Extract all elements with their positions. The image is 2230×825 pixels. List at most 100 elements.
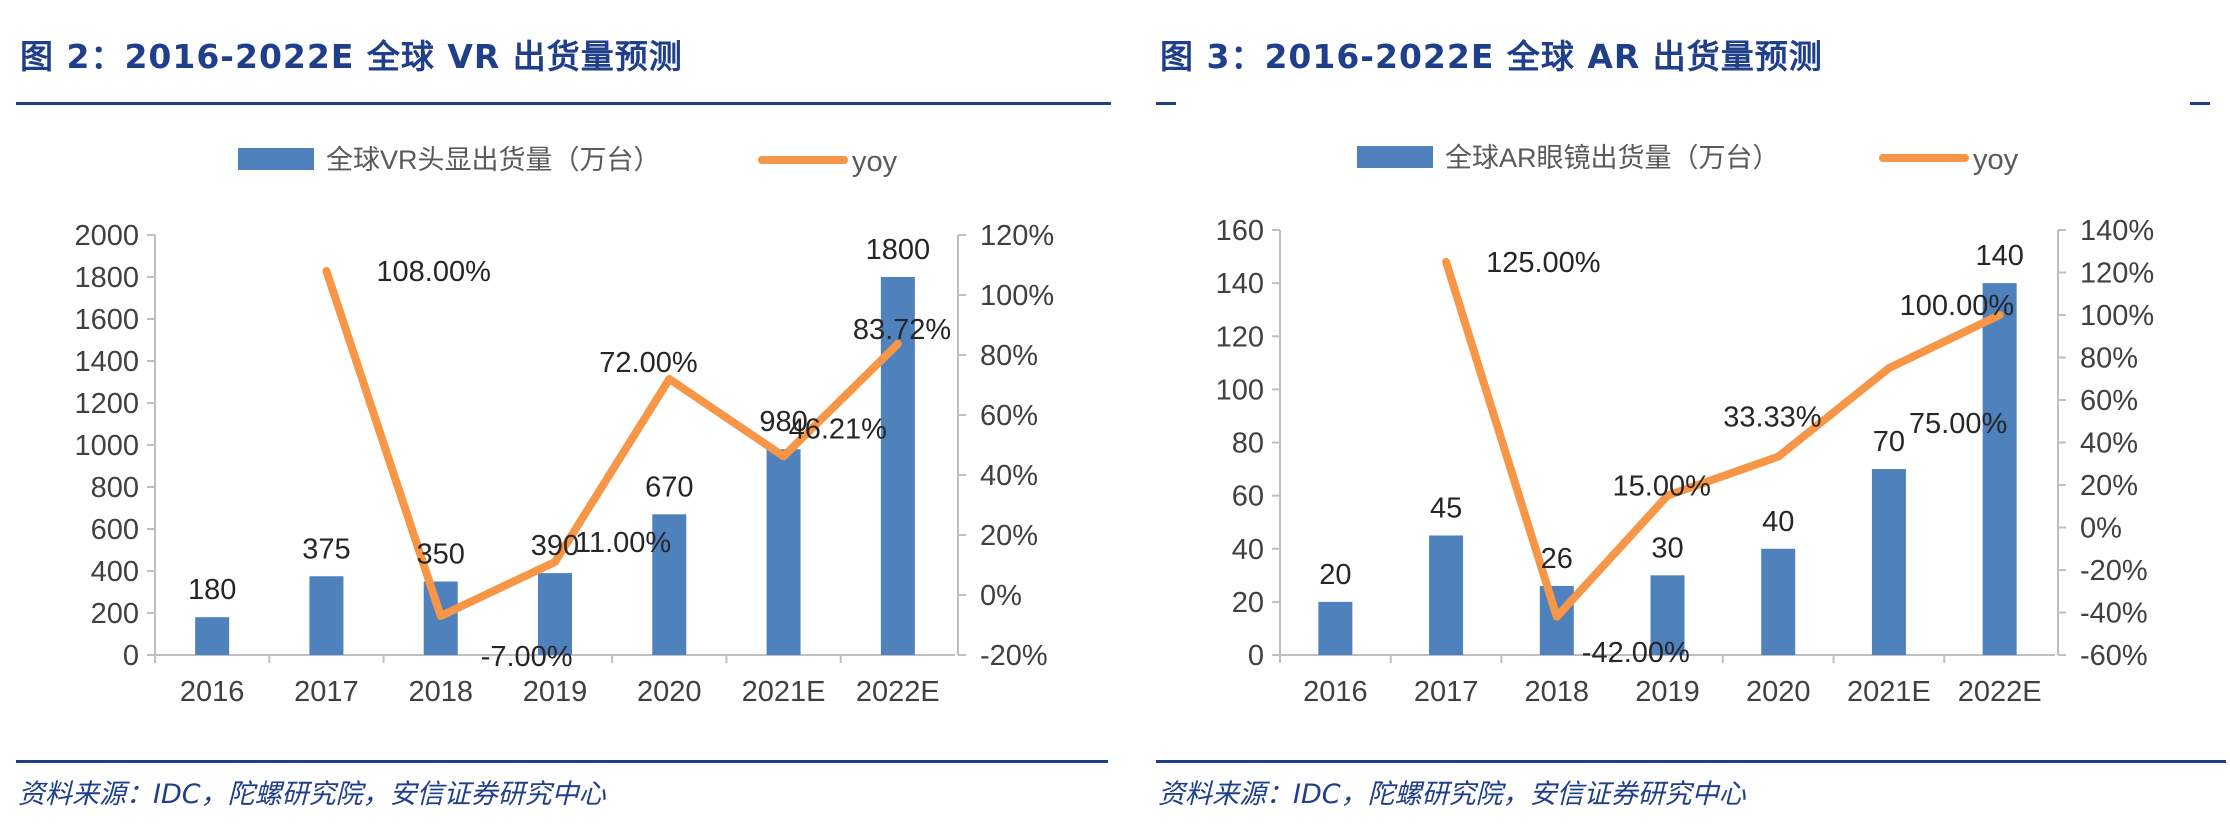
yoy-value-label: 72.00%	[599, 347, 697, 379]
bar-value-label: 1800	[866, 234, 931, 266]
y2-tick-label: 100%	[980, 280, 1054, 312]
source-note: 资料来源：IDC，陀螺研究院，安信证券研究中心	[18, 779, 606, 810]
x-tick-label: 2020	[1746, 676, 1811, 708]
y2-tick-label: 20%	[980, 520, 1038, 552]
bar	[1650, 575, 1685, 655]
bar-value-label: 670	[645, 471, 693, 503]
y-tick-label: 1600	[74, 304, 139, 336]
y-tick-label: 400	[91, 556, 139, 588]
source-divider	[16, 760, 1108, 763]
x-tick-label: 2021E	[1847, 676, 1931, 708]
legend: 全球AR眼镜出货量（万台） yoy	[1357, 143, 2019, 176]
y2-tick-label: 60%	[2080, 385, 2138, 417]
y-tick-label: 1000	[74, 430, 139, 462]
y-tick-label: 40	[1232, 534, 1264, 566]
x-tick-label: 2017	[1414, 676, 1479, 708]
y2-tick-label: -20%	[980, 640, 1048, 672]
bar	[195, 617, 230, 655]
yoy-value-label: 11.00%	[575, 527, 671, 559]
y2-tick-label: -20%	[2080, 555, 2148, 587]
y2-tick-label: 80%	[980, 340, 1038, 372]
legend: 全球VR头显出货量（万台） yoy	[238, 145, 898, 178]
y-tick-label: 80	[1232, 428, 1264, 460]
yoy-value-label: 15.00%	[1613, 471, 1711, 503]
x-tick-label: 2016	[180, 676, 245, 708]
y-tick-label: 120	[1216, 321, 1264, 353]
y2-tick-label: 80%	[2080, 343, 2138, 375]
y-tick-label: 1200	[74, 388, 139, 420]
y-tick-label: 0	[123, 640, 139, 672]
x-tick-label: 2019	[1635, 676, 1700, 708]
legend-bar-label: 全球AR眼镜出货量（万台）	[1445, 143, 1780, 173]
yoy-value-label: 108.00%	[376, 256, 491, 288]
title-divider-end	[1091, 102, 1111, 105]
x-tick-label: 2016	[1303, 676, 1368, 708]
bar-value-label: 70	[1873, 426, 1905, 458]
title-divider	[16, 102, 1091, 105]
y-tick-label: 600	[91, 514, 139, 546]
y2-tick-label: 0%	[2080, 513, 2122, 545]
bar	[309, 576, 344, 655]
bar	[1982, 283, 2017, 655]
y-tick-label: 100	[1216, 374, 1264, 406]
y-tick-label: 200	[91, 598, 139, 630]
x-tick-label: 2018	[1525, 676, 1590, 708]
bar-value-label: 375	[302, 533, 350, 565]
bar	[652, 514, 687, 655]
y2-tick-label: 100%	[2080, 300, 2154, 332]
ar-shipment-chart: 全球AR眼镜出货量（万台） yoy 0 20 40 60 80 100 120 140 160 -60…	[1216, 143, 2155, 708]
x-tick-label: 2022E	[1958, 676, 2042, 708]
bar-value-label: 350	[417, 539, 465, 571]
y2-tick-label: -40%	[2080, 598, 2148, 630]
y2-tick-label: 0%	[980, 580, 1022, 612]
y2-tick-label: 40%	[2080, 428, 2138, 460]
x-tick-label: 2017	[294, 676, 359, 708]
y-tick-label: 160	[1216, 215, 1264, 247]
y-tick-label: 2000	[74, 220, 139, 252]
title-divider	[1156, 102, 1176, 105]
bar-value-label: 20	[1319, 559, 1351, 591]
bar	[1429, 535, 1464, 655]
x-tick-label: 2019	[523, 676, 588, 708]
bar-value-label: 45	[1430, 492, 1462, 524]
y2-tick-label: 40%	[980, 460, 1038, 492]
y-tick-label: 20	[1232, 587, 1264, 619]
y2-tick-label: 120%	[980, 220, 1054, 252]
bar	[538, 573, 572, 655]
yoy-value-label: 75.00%	[1909, 408, 2007, 440]
legend-line-label: yoy	[852, 146, 898, 178]
y-tick-label: 140	[1216, 268, 1264, 300]
yoy-value-label: 100.00%	[1900, 290, 2015, 322]
bar-value-label: 180	[188, 574, 236, 606]
figure-panel-vr: 图 2：2016-2022E 全球 VR 出货量预测 全球VR头显出货量（万台）…	[16, 37, 1111, 810]
legend-line-label: yoy	[1973, 144, 2019, 176]
y-tick-label: 1400	[74, 346, 139, 378]
y2-tick-label: -60%	[2080, 640, 2148, 672]
x-tick-label: 2018	[408, 676, 473, 708]
x-tick-label: 2021E	[742, 676, 826, 708]
y2-tick-label: 120%	[2080, 258, 2154, 290]
legend-bar-swatch	[238, 148, 314, 170]
yoy-line	[1442, 257, 2004, 621]
x-tick-label: 2022E	[856, 676, 940, 708]
bar	[1318, 601, 1353, 655]
bar	[1871, 469, 1906, 655]
bar	[1761, 548, 1796, 655]
y-tick-label: 800	[91, 472, 139, 504]
figure-title: 图 3：2016-2022E 全球 AR 出货量预测	[1160, 37, 1823, 76]
vr-shipment-chart: 全球VR头显出货量（万台） yoy 0 200 400 600 800 1000 1200 140…	[74, 145, 1054, 708]
yoy-value-label: 125.00%	[1486, 247, 1601, 279]
figure-title: 图 2：2016-2022E 全球 VR 出货量预测	[20, 37, 683, 76]
y-tick-label: 0	[1248, 640, 1264, 672]
title-divider-end	[2190, 102, 2210, 105]
bar-value-label: 980	[759, 406, 807, 438]
x-tick-label: 2020	[637, 676, 702, 708]
bar-value-label: 30	[1651, 532, 1683, 564]
bar-value-label: 140	[1975, 240, 2023, 272]
figure-panel-ar: 图 3：2016-2022E 全球 AR 出货量预测 全球AR眼镜出货量（万台）…	[1140, 0, 2230, 825]
bar-value-label: 40	[1762, 506, 1794, 538]
yoy-value-label: 46.21%	[789, 413, 887, 445]
source-divider	[1156, 760, 2226, 763]
yoy-value-label: -7.00%	[481, 641, 573, 673]
yoy-line	[322, 267, 902, 620]
